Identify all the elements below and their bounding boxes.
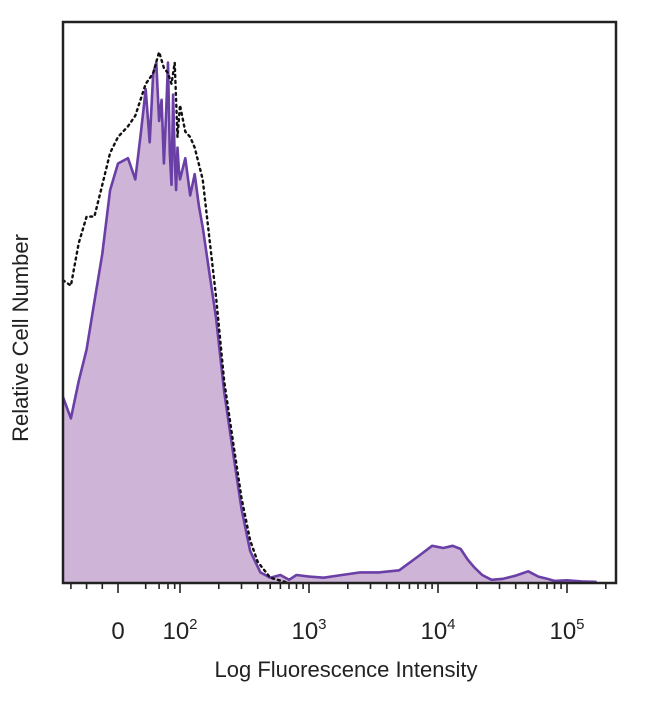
y-axis-title: Relative Cell Number <box>8 234 33 442</box>
x-tick-label: 105 <box>549 616 584 645</box>
x-tick-label: 102 <box>162 616 197 645</box>
x-tick-label: 0 <box>111 618 124 645</box>
plot-series <box>61 47 597 585</box>
stained-fill-area <box>63 62 597 584</box>
stained-histogram-line <box>61 61 597 584</box>
x-axis-title: Log Fluorescence Intensity <box>215 657 478 682</box>
x-tick-labels: 0 102 103 104 105 <box>111 616 584 645</box>
x-minor-ticks <box>70 583 607 593</box>
isotype-dotted-line <box>61 47 291 585</box>
x-tick-label: 104 <box>420 616 455 645</box>
plot-frame <box>61 20 618 585</box>
x-tick-label: 103 <box>291 616 326 645</box>
